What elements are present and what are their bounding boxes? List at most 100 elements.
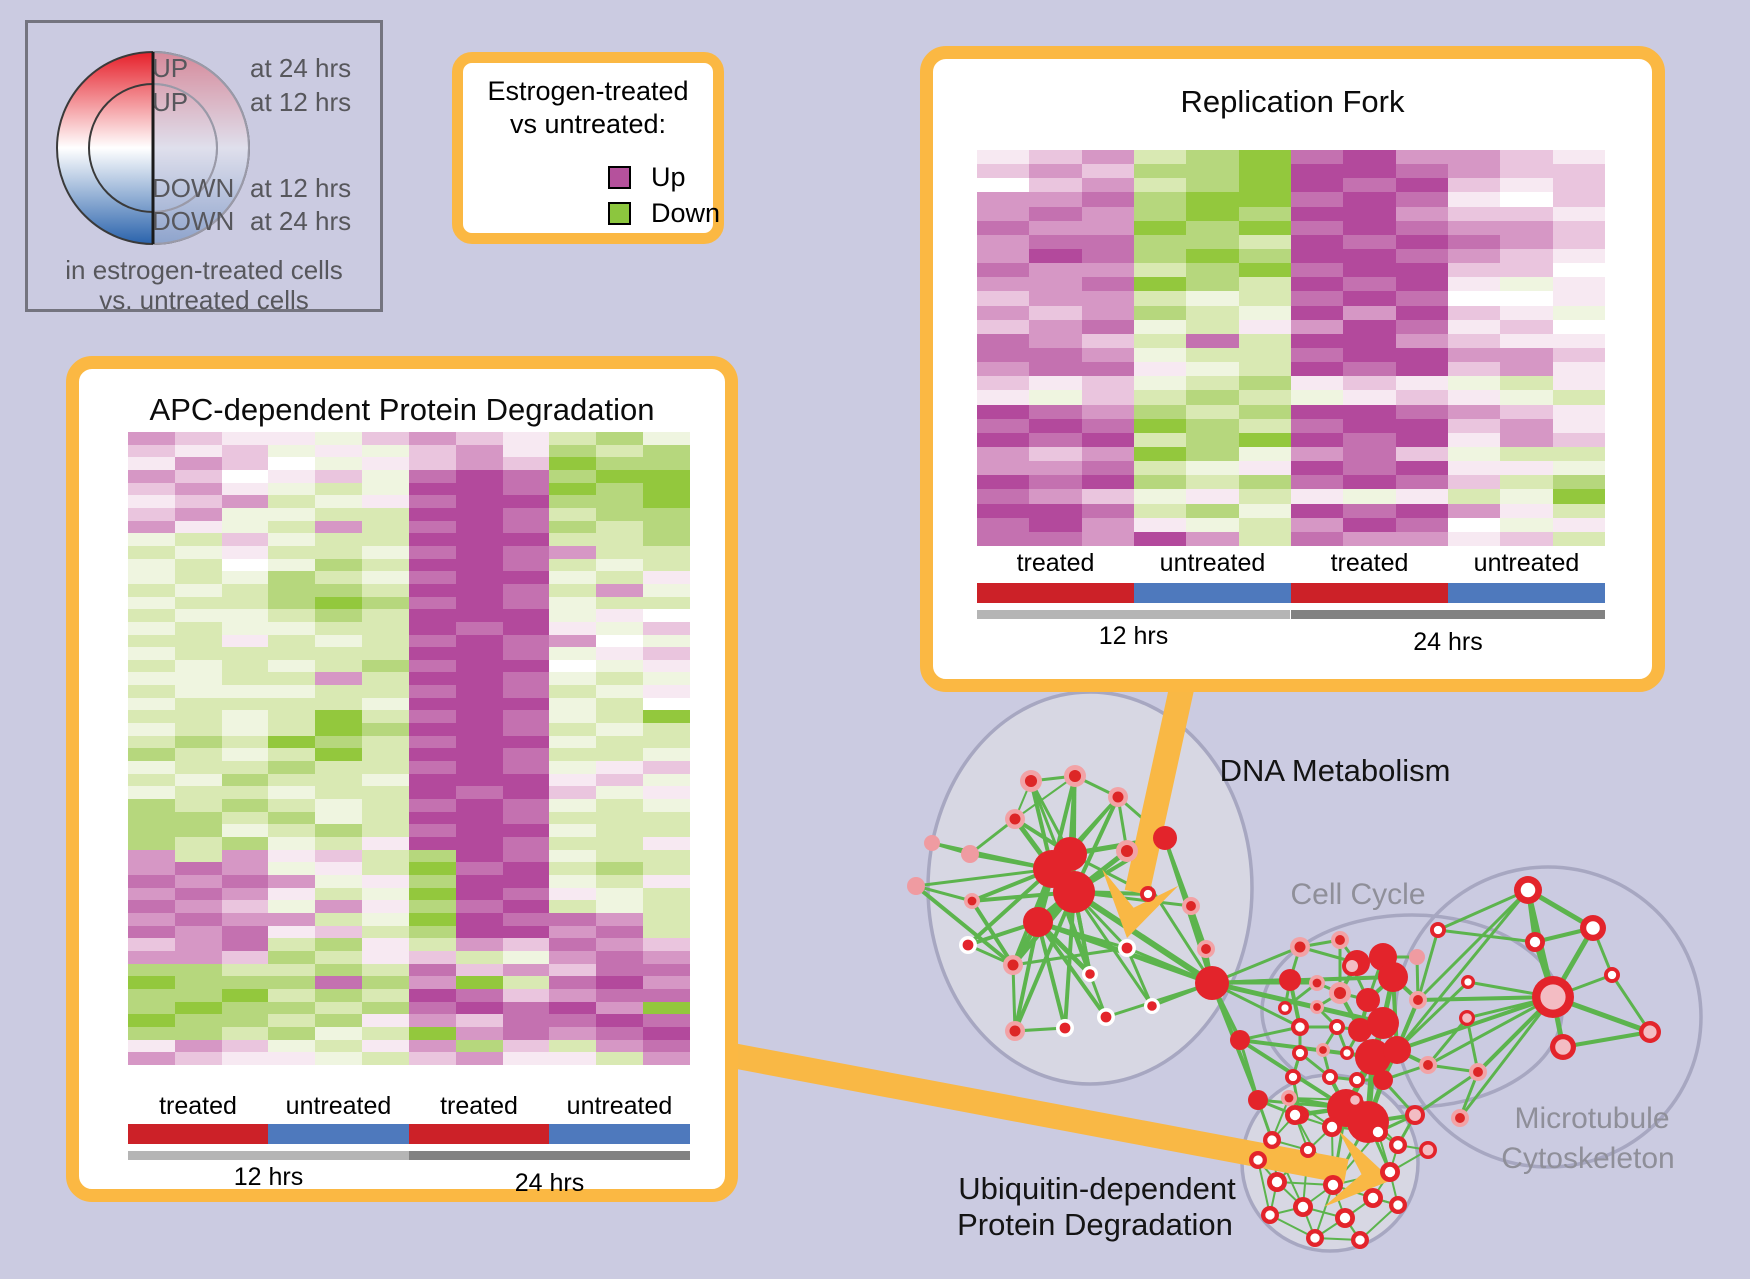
heatmap-cell [549,533,597,546]
heatmap-cell [268,837,316,850]
heatmap-cell [1081,277,1134,292]
heatmap-cell [643,1014,690,1027]
heatmap-cell [362,799,409,812]
heatmap-cell [1186,362,1239,377]
heatmap-cell [268,672,316,686]
heatmap-cell [268,647,316,660]
heatmap-cell [1290,503,1344,518]
network-node-red-center [1455,1113,1465,1123]
heatmap-cell [1029,277,1082,292]
heatmap-cell [315,432,363,445]
network-node-solid-red [1383,1036,1411,1064]
heatmap-cell [408,571,456,584]
heatmap-cell [1290,531,1344,546]
heatmap-row [977,531,1605,546]
network-edge [1105,981,1213,1019]
heatmap-cell [174,596,222,610]
heatmap-cell [502,596,550,610]
heatmap-cell [128,723,175,736]
heatmap-cell [1343,446,1396,462]
heatmap-cell [977,531,1030,546]
heatmap-cell [174,672,222,686]
heatmap-cell [1238,333,1291,348]
heatmap-cell [408,685,456,698]
heatmap-cell [643,799,690,812]
heatmap-cell [315,963,363,977]
ring-time-down24: at 24 hrs [250,206,352,236]
heatmap-cell [1395,362,1448,377]
heatmap-cell [549,634,597,648]
heatmap-cell [128,596,175,610]
heatmap-cell [1186,347,1239,363]
heatmap-cell [315,735,363,749]
heatmap-cell [315,609,363,622]
heatmap-cell [128,710,175,724]
heatmap-row [977,277,1605,292]
heatmap-cell [174,811,222,825]
heatmap-cell [455,672,503,686]
heatmap-row [977,347,1605,363]
ring-footer-line1: in estrogen-treated cells [65,255,343,285]
heatmap-cell [502,950,550,964]
heatmap-cell [315,723,363,736]
heatmap-cell [268,1001,316,1015]
heatmap-cell [315,925,363,939]
heatmap-cell [268,963,316,977]
heatmap-cell [315,761,363,774]
network-node-solid-pink [1409,949,1425,965]
heatmap-cell [1290,319,1344,334]
network-node-white-center [1433,925,1443,935]
heatmap-cell [362,571,409,584]
heatmap-cell [1343,390,1396,405]
heatmap-cell [315,912,363,926]
heatmap-cell [1290,305,1344,320]
heatmap-cell [1081,291,1134,306]
network-node-solid-red [1378,962,1408,992]
heatmap-cell [549,685,597,698]
heatmap-cell [174,1026,222,1040]
heatmap-cell [221,799,269,812]
heatmap-cell [174,583,222,597]
heatmap-cell [1029,404,1082,419]
heatmap-cell [643,963,690,977]
heatmap-cell [268,900,316,913]
heatmap-cell [1186,291,1239,306]
heatmap-cell [221,862,269,875]
heatmap-cell [1500,291,1553,306]
heatmap-cell [1343,319,1396,334]
heatmap-cell [596,723,644,736]
heatmap-cell [128,912,175,926]
cell-cycle-label: Cell Cycle [1290,878,1426,911]
heatmap-cell [221,938,269,951]
heatmap-cell [1500,376,1553,391]
apc-group-label-treated-12: treated [159,1092,237,1120]
heatmap-cell [1238,461,1291,476]
heatmap-cell [362,558,409,572]
heatmap-cell [128,748,175,762]
heatmap-cell [174,495,222,508]
heatmap-cell [502,659,550,673]
heatmap-cell [1029,517,1082,532]
heatmap-cell [1552,263,1605,278]
heatmap-cell [268,659,316,673]
heatmap-cell [128,887,175,901]
network-edge [1465,1017,1480,1073]
heatmap-cell [221,1052,269,1065]
heatmap-cell [549,735,597,749]
heatmap-cell [315,950,363,964]
network-edge [1416,888,1530,1002]
heatmap-cell [596,432,644,445]
replication-fork-heatmap [977,150,1605,546]
heatmap-cell [1395,192,1448,207]
network-edge [1036,920,1108,1019]
heatmap-cell [1343,376,1396,391]
heatmap-cell [128,571,175,584]
heatmap-cell [408,507,456,521]
heatmap-cell [549,900,597,913]
heatmap-cell [128,976,175,989]
heatmap-cell [502,672,550,686]
heatmap-cell [977,418,1030,433]
heatmap-cell [315,571,363,584]
heatmap-cell [1029,220,1082,235]
